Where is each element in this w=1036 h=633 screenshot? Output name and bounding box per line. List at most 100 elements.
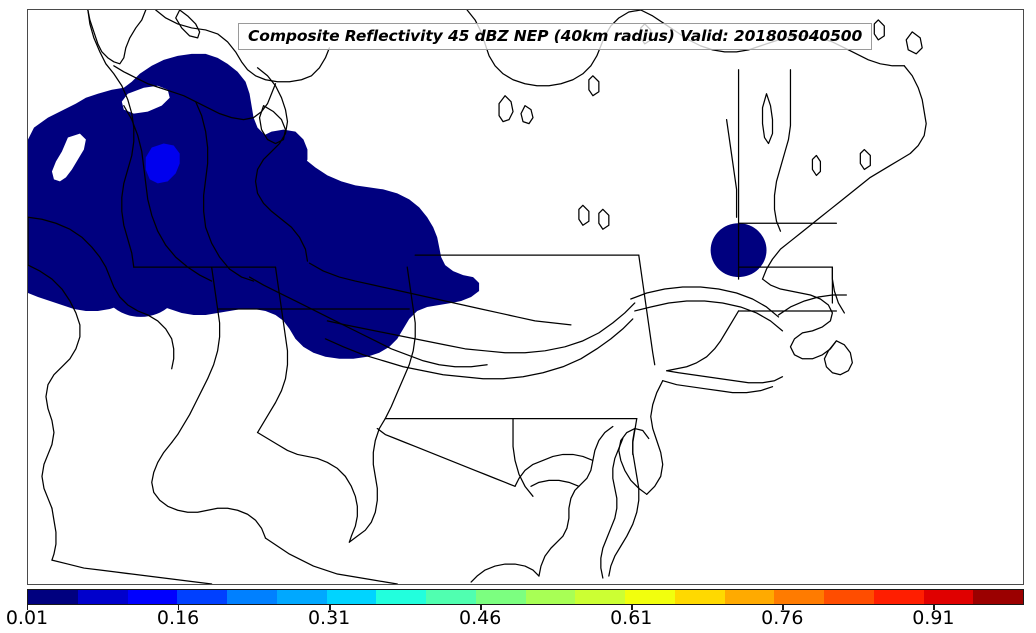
colorbar-tick-0 [27, 605, 29, 610]
colorbar-band-15 [774, 590, 824, 604]
colorbar-tick-1 [178, 605, 180, 610]
border-illinois-indiana [171, 266, 221, 444]
coast-virginia-south [470, 563, 540, 583]
border-virginia-westvirginia [376, 427, 516, 487]
nep-region-upper-midwest [28, 53, 480, 359]
lake-small-maine [859, 148, 871, 171]
island-canada-3 [905, 31, 923, 55]
border-kentucky-west [51, 507, 57, 561]
colorbar-band-12 [625, 590, 675, 604]
border-kentucky-indiana [151, 441, 267, 539]
lake-small-ontario-2 [520, 105, 534, 125]
colorbar-band-14 [724, 590, 775, 604]
lake-champlain [761, 93, 774, 145]
nep-region-illinois-iowa [98, 237, 183, 317]
colorbar-band-5 [276, 590, 327, 604]
colorbar-tick-5 [782, 605, 784, 610]
border-maryland-west [512, 417, 534, 497]
geography-layer [28, 10, 927, 584]
colorbar-band-2 [127, 590, 178, 604]
colorbar-tick-label-2: 0.31 [307, 607, 351, 629]
colorbar-band-18 [923, 590, 974, 604]
map-canvas [28, 10, 927, 584]
shore-georgian-bay [254, 67, 309, 262]
colorbar-band-9 [475, 590, 526, 604]
colorbar-band-0 [28, 590, 78, 604]
colorbar-band-19 [973, 590, 1023, 604]
border-indiana-ohio [256, 266, 289, 434]
nep-hole-gap-left [121, 85, 170, 114]
james-rappahannock [530, 479, 580, 487]
map-panel: Composite Reflectivity 45 dBZ NEP (40km … [27, 9, 1024, 585]
border-maryland-delaware [632, 417, 638, 456]
colorbar-tick-label-0: 0.01 [5, 607, 49, 629]
long-island [666, 370, 784, 384]
colorbar-tick-4 [631, 605, 633, 610]
border-kentucky-tennessee [51, 559, 213, 584]
nep-region-georgian-bay [251, 129, 324, 262]
isle-royale [175, 10, 201, 39]
cape-cod [823, 340, 853, 376]
shore-lake-huron-east [308, 262, 572, 326]
border-newyork-newjersey [666, 310, 740, 372]
nep-region-michigan-max [145, 143, 180, 184]
colorbar-tick-labels: 0.01 0.16 0.31 0.46 0.61 0.76 0.91 [0, 607, 1036, 633]
hudson-river [725, 118, 738, 218]
lake-small-newyork [811, 154, 822, 177]
coast-maine [761, 65, 927, 280]
border-pennsylvania-east [638, 254, 656, 366]
colorbar-band-10 [525, 590, 576, 604]
shore-lake-ontario-north [630, 286, 780, 318]
border-iowa-illinois [28, 216, 175, 370]
colorbar-band-4 [227, 590, 277, 604]
border-vermont-newhampshire [773, 69, 792, 232]
shore-lake-huron-west [248, 276, 488, 368]
colorbar-tick-label-4: 0.61 [610, 607, 653, 629]
colorbar [27, 589, 1024, 605]
chesapeake-bay-west [538, 425, 614, 577]
delaware-bay [618, 427, 650, 495]
colorbar-tick-3 [480, 605, 482, 610]
colorbar-band-3 [177, 590, 227, 604]
colorbar-tick-label-5: 0.76 [761, 607, 804, 629]
nep-region-lake-huron-dot [295, 255, 314, 270]
border-mississippi-river [28, 264, 81, 509]
colorbar-ticks [27, 605, 1024, 615]
border-ohio-pennsylvania [384, 266, 416, 420]
border-minnesota-wisconsin [87, 10, 135, 268]
chesapeake-bay-east [600, 437, 624, 579]
nep-region-lake-huron-patch [257, 228, 314, 257]
lake-small-ontario-5 [598, 208, 610, 230]
colorbar-tick-label-3: 0.46 [459, 607, 502, 629]
colorbar-band-1 [77, 590, 128, 604]
colorbar-band-16 [824, 590, 874, 604]
colorbar-band-8 [426, 590, 476, 604]
border-connecticut-rhodeisland [831, 266, 845, 314]
shore-lake-erie-north [326, 302, 636, 354]
plot-title: Composite Reflectivity 45 dBZ NEP (40km … [238, 23, 873, 50]
island-canada-2 [873, 19, 885, 41]
border-westvirginia-ohio [348, 417, 386, 543]
potomac-river [514, 453, 594, 487]
colorbar-band-13 [674, 590, 725, 604]
lake-small-ontario-1 [498, 95, 514, 123]
border-kentucky-ohio [256, 431, 358, 543]
colorbar-gradient [28, 590, 1023, 604]
colorbar-band-17 [873, 590, 924, 604]
border-virginia-southwest [264, 537, 398, 584]
shore-lake-erie-south [324, 318, 634, 380]
shore-lake-ontario-south [634, 300, 784, 332]
bruce-peninsula [258, 105, 287, 145]
border-massachusetts-connecticut [737, 266, 834, 304]
delmarva-peninsula [608, 427, 640, 577]
lake-small-ontario-4 [578, 204, 590, 226]
colorbar-tick-2 [329, 605, 331, 610]
coast-new-hampshire-massachusetts [761, 278, 837, 360]
border-canada-north [87, 10, 147, 65]
lake-small-ontario-3 [588, 75, 600, 97]
coast-new-jersey [646, 380, 664, 495]
colorbar-tick-label-1: 0.16 [156, 607, 200, 629]
shore-lake-michigan-west [123, 105, 213, 282]
colorbar-band-7 [376, 590, 426, 604]
